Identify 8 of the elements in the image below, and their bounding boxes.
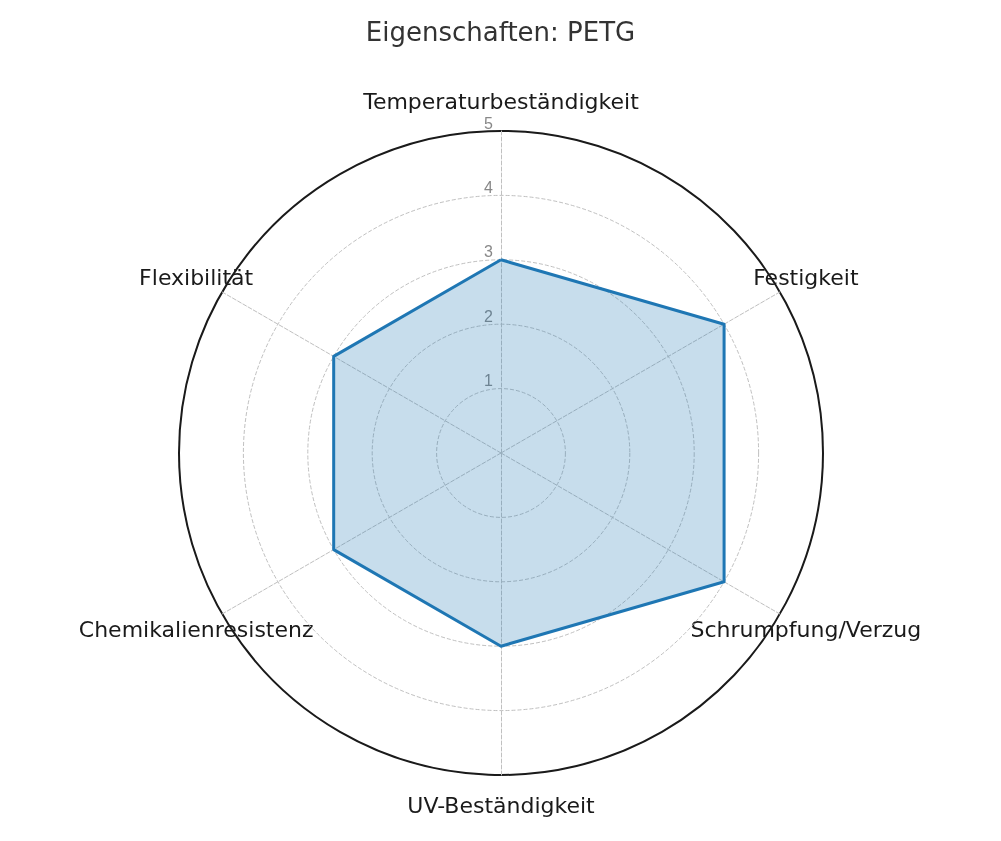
y-tick-label: 5: [484, 114, 494, 132]
y-tick-label: 4: [484, 178, 494, 196]
spoke-label: Temperaturbeständigkeit: [362, 88, 640, 114]
y-tick-label: 1: [484, 372, 494, 390]
y-tick-label: 2: [484, 307, 494, 325]
y-tick-label: 3: [484, 243, 494, 261]
chart-title: Eigenschaften: PETG: [365, 17, 636, 47]
spoke-label: UV-Beständigkeit: [407, 792, 596, 818]
